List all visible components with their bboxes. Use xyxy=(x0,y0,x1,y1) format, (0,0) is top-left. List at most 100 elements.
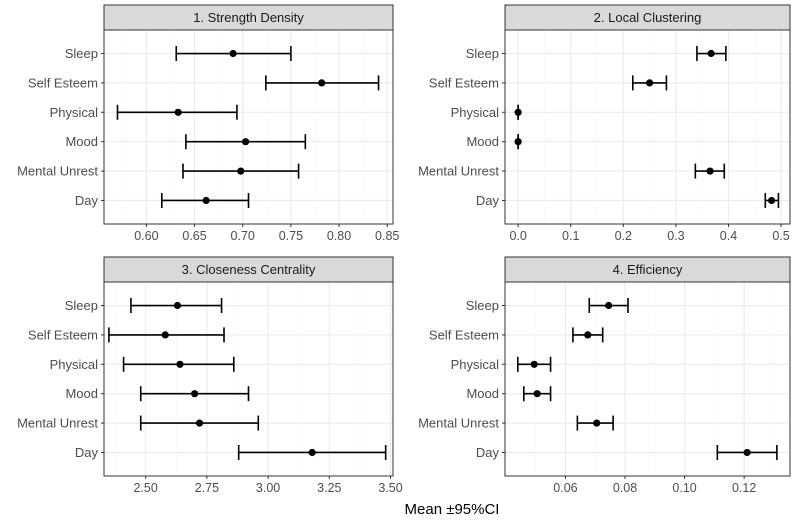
category-label: Mental Unrest xyxy=(418,164,499,179)
category-label: Day xyxy=(75,445,99,460)
mean-point xyxy=(584,331,592,339)
category-label: Self Esteem xyxy=(28,327,98,342)
errorbar-sleep xyxy=(696,46,727,62)
mean-point xyxy=(161,331,169,339)
x-tick-label: 0.70 xyxy=(231,229,255,243)
category-label: Sleep xyxy=(65,298,98,313)
panel-border xyxy=(504,29,791,225)
category-label: Sleep xyxy=(466,298,499,313)
errorbar-day xyxy=(237,444,387,460)
category-label: Sleep xyxy=(466,46,499,61)
mean-point xyxy=(202,196,210,205)
mean-point xyxy=(195,419,204,427)
panel-3: 3. Closeness Centrality Sleep Self Esteem P… xyxy=(17,256,403,495)
errorbar-physical xyxy=(122,356,235,372)
category-label: Self Esteem xyxy=(28,75,98,90)
x-tick-label: 3.25 xyxy=(317,481,341,495)
x-tick-label: 2.75 xyxy=(195,481,219,495)
x-tick-label: 0.12 xyxy=(732,481,756,495)
errorbar-physical xyxy=(116,104,238,120)
x-tick-label: 0.0 xyxy=(509,229,526,243)
errorbar-day xyxy=(764,192,780,208)
category-label: Mood xyxy=(65,134,98,149)
plot-background xyxy=(104,30,393,224)
mean-point xyxy=(237,167,245,175)
mean-point xyxy=(707,49,715,58)
errorbar-mood xyxy=(522,386,552,402)
category-label: Physical xyxy=(451,357,500,372)
panel-strip xyxy=(504,256,791,283)
panel-title: 3. Closeness Centrality xyxy=(182,262,316,277)
errorbar-sleep xyxy=(175,46,292,62)
panel-2: 2. Local Clustering Sleep Self Esteem Physi… xyxy=(418,4,791,243)
category-label: Mental Unrest xyxy=(17,416,98,431)
mean-point xyxy=(174,108,182,116)
category-label: Physical xyxy=(50,357,99,372)
category-label: Mood xyxy=(466,134,499,149)
errorbar-physical xyxy=(517,356,552,372)
x-tick-label: 0.10 xyxy=(672,481,696,495)
errorbar-self-esteem xyxy=(631,75,668,91)
x-tick-label: 0.85 xyxy=(375,229,399,243)
errorbar-mental-unrest xyxy=(182,163,300,179)
x-tick-label: 0.5 xyxy=(772,229,789,243)
mean-point xyxy=(173,301,182,310)
x-tick-label: 2.50 xyxy=(133,481,157,495)
plot-background xyxy=(505,30,790,224)
errorbar-mood xyxy=(514,134,522,150)
mean-point xyxy=(191,390,199,398)
mean-point xyxy=(593,419,601,427)
errorbar-mood xyxy=(185,134,307,150)
errorbar-day xyxy=(161,192,250,208)
mean-point xyxy=(176,360,184,368)
category-label: Day xyxy=(75,193,99,208)
mean-point xyxy=(514,138,522,146)
errorbar-sleep xyxy=(588,298,629,314)
mean-point xyxy=(308,448,316,457)
category-label: Day xyxy=(476,445,500,460)
category-label: Day xyxy=(476,193,500,208)
plot-background xyxy=(104,282,393,476)
mean-point xyxy=(514,108,522,116)
panel-title: 1. Strength Density xyxy=(193,10,304,25)
mean-point xyxy=(605,301,613,310)
errorbar-mental-unrest xyxy=(139,415,260,431)
category-label: Mental Unrest xyxy=(17,164,98,179)
x-tick-label: 0.80 xyxy=(327,229,351,243)
panel-strip xyxy=(504,4,791,31)
category-label: Physical xyxy=(451,105,500,120)
category-label: Mood xyxy=(65,386,98,401)
errorbar-day xyxy=(716,444,778,460)
mean-point xyxy=(706,167,714,175)
panel-title: 4. Efficiency xyxy=(613,262,683,277)
x-tick-label: 0.4 xyxy=(720,229,737,243)
mean-point xyxy=(229,49,237,58)
x-tick-label: 0.08 xyxy=(613,481,637,495)
category-label: Sleep xyxy=(65,46,98,61)
errorbar-self-esteem xyxy=(572,327,604,343)
x-axis-title: Mean ±95%CI xyxy=(405,501,500,518)
category-label: Physical xyxy=(50,105,99,120)
errorbar-physical xyxy=(514,104,522,120)
x-tick-label: 0.06 xyxy=(553,481,577,495)
panel-border xyxy=(103,281,394,477)
x-tick-label: 0.2 xyxy=(615,229,632,243)
panel-4: 4. Efficiency Sleep Self Esteem Physical Moo… xyxy=(418,256,791,495)
x-tick-label: 0.3 xyxy=(667,229,684,243)
mean-point xyxy=(318,79,326,87)
x-tick-label: 0.1 xyxy=(562,229,579,243)
panel-title: 2. Local Clustering xyxy=(594,10,702,25)
errorbar-mental-unrest xyxy=(694,163,726,179)
mean-point xyxy=(242,138,250,146)
errorbar-self-esteem xyxy=(108,327,225,343)
x-tick-label: 0.75 xyxy=(279,229,303,243)
mean-point xyxy=(533,390,541,398)
category-label: Self Esteem xyxy=(429,327,499,342)
errorbar-sleep xyxy=(130,298,223,314)
errorbar-self-esteem xyxy=(265,75,380,91)
panel-1: 1. Strength Density Sleep Self Esteem Physi… xyxy=(17,4,399,243)
plot-background xyxy=(505,282,790,476)
mean-point xyxy=(767,196,776,205)
category-label: Mental Unrest xyxy=(418,416,499,431)
